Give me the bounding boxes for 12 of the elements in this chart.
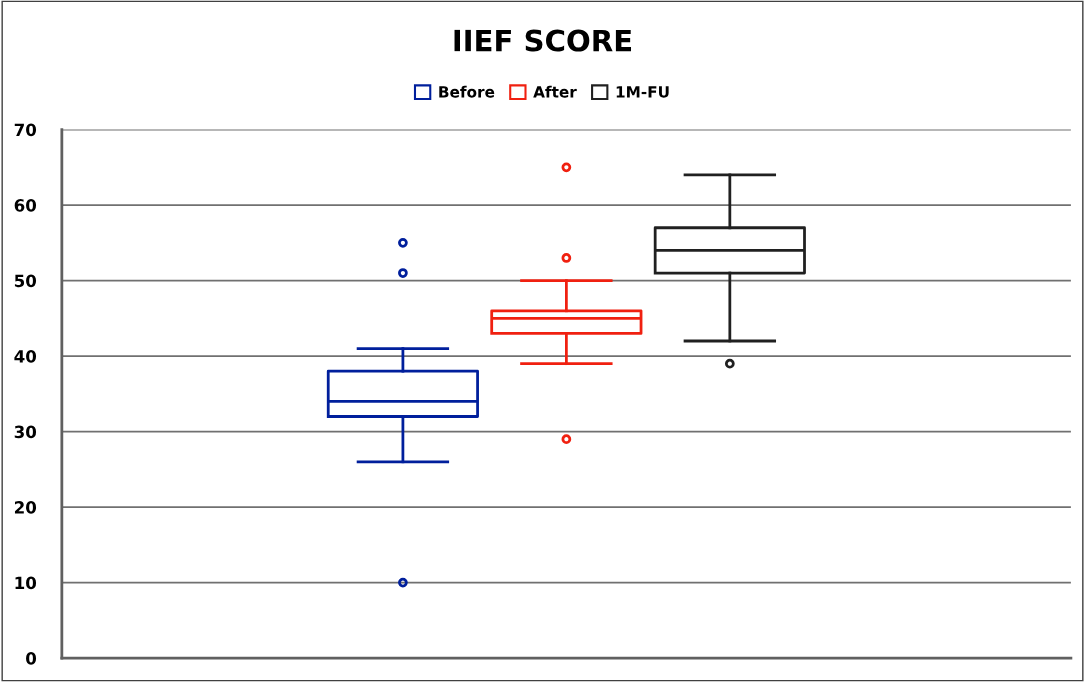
legend-label: Before xyxy=(439,85,495,98)
chart-title: IIEF SCORE xyxy=(454,29,632,52)
y-tick-label: 70 xyxy=(14,123,37,137)
y-tick-label: 30 xyxy=(14,425,37,439)
y-tick-label: 0 xyxy=(26,652,37,665)
y-tick-label: 50 xyxy=(14,274,37,288)
legend-label: 1M-FU xyxy=(616,86,669,98)
y-tick-label: 60 xyxy=(14,199,37,212)
y-tick-label: 20 xyxy=(14,501,37,514)
y-tick-label: 40 xyxy=(14,350,37,363)
y-tick-label: 10 xyxy=(15,576,37,590)
legend-label: After xyxy=(533,85,577,98)
